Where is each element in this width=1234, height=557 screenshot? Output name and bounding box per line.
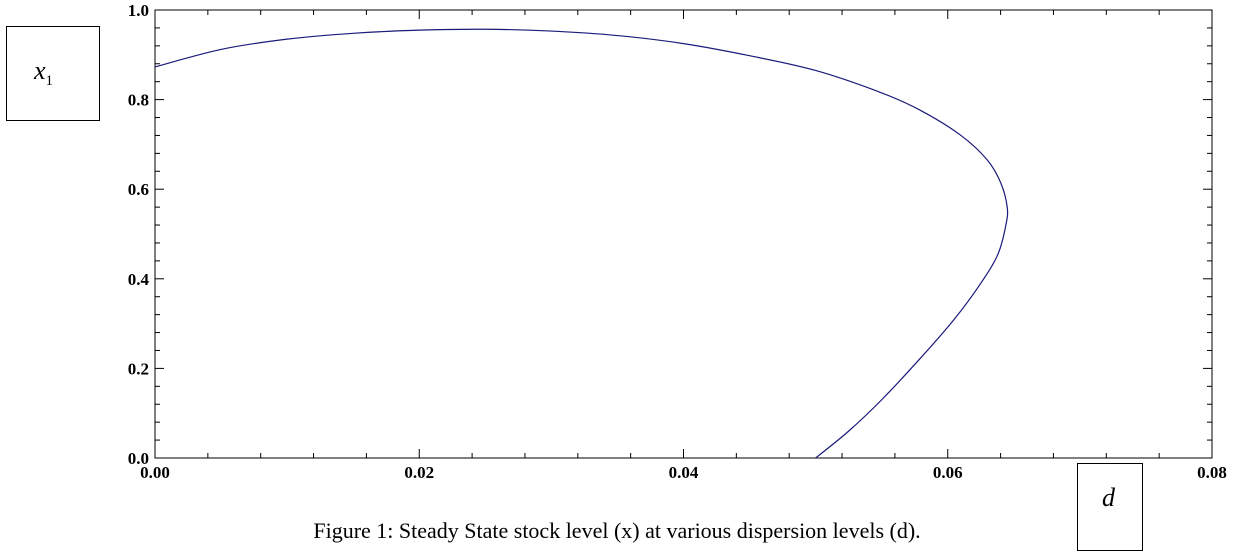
plot-frame <box>154 9 1213 459</box>
plot-border <box>154 9 1213 459</box>
y-axis-label-sub: 1 <box>45 73 54 89</box>
axis-ticks <box>154 9 1213 459</box>
y-axis-label: x1 <box>34 56 53 90</box>
y-tick-label: 0.0 <box>128 449 149 468</box>
figure-caption: Figure 1: Steady State stock level (x) a… <box>313 518 921 543</box>
y-tick-label: 1.0 <box>128 1 149 20</box>
y-axis-label-box <box>6 26 100 121</box>
y-tick-label: 0.8 <box>128 91 149 110</box>
y-tick-label: 0.6 <box>128 180 149 199</box>
x-axis-label-box <box>1077 463 1143 551</box>
x-tick-label: 0.04 <box>669 463 699 482</box>
x-tick-label: 0.02 <box>404 463 434 482</box>
y-tick-label: 0.4 <box>128 270 150 289</box>
x-axis-label: d <box>1102 483 1115 512</box>
y-axis-label-var: x <box>34 56 46 85</box>
x-tick-label: 0.08 <box>1197 463 1227 482</box>
series-line <box>154 28 1009 459</box>
x-tick-label: 0.06 <box>933 463 963 482</box>
x-tick-label: 0.00 <box>140 463 170 482</box>
y-tick-label: 0.2 <box>128 359 149 378</box>
axis-tick-labels: 0.00 0.02 0.04 0.06 0.08 0.0 0.2 0.4 0.6 0.8 1.0 <box>128 1 1227 482</box>
